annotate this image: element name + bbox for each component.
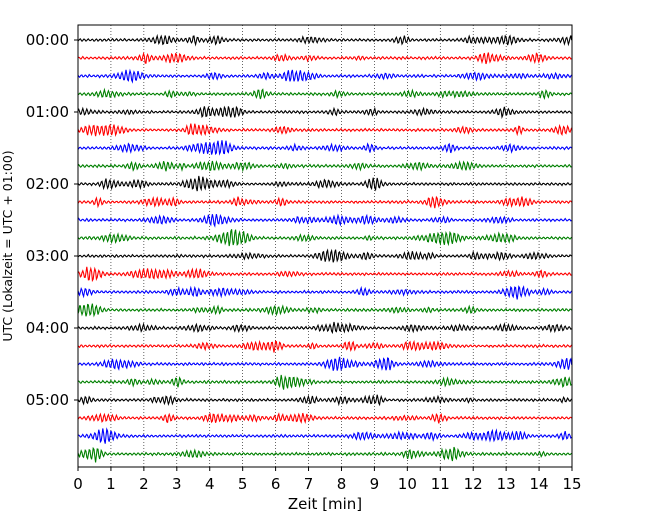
y-tick-label-03:00: 03:00 bbox=[26, 247, 69, 265]
x-axis-label: Zeit [min] bbox=[288, 495, 362, 513]
y-tick-label-05:00: 05:00 bbox=[26, 391, 69, 409]
trace-13 bbox=[77, 266, 572, 283]
trace-group bbox=[77, 33, 573, 463]
trace-23 bbox=[77, 446, 572, 463]
x-tick-label-2: 2 bbox=[139, 475, 149, 493]
trace-22 bbox=[77, 427, 572, 444]
x-axis: 0 1 2 3 4 5 6 7 8 9 10 11 12 13 14 15 bbox=[73, 467, 582, 493]
x-tick-label-7: 7 bbox=[304, 475, 314, 493]
trace-7 bbox=[77, 160, 572, 173]
trace-9 bbox=[77, 195, 573, 209]
x-tick-label-11: 11 bbox=[431, 475, 450, 493]
trace-3 bbox=[77, 87, 573, 101]
x-tick-label-4: 4 bbox=[205, 475, 215, 493]
y-axis: 00:00 01:00 02:00 03:00 04:00 05:00 bbox=[26, 31, 78, 409]
trace-6 bbox=[77, 140, 573, 156]
x-tick-label-8: 8 bbox=[337, 475, 347, 493]
y-axis-label: UTC (Lokalzeit = UTC + 01:00) bbox=[0, 150, 15, 341]
trace-12 bbox=[77, 248, 572, 263]
trace-19 bbox=[77, 374, 572, 390]
trace-5 bbox=[77, 123, 573, 137]
trace-10 bbox=[77, 213, 572, 228]
x-tick-label-13: 13 bbox=[497, 475, 516, 493]
trace-16 bbox=[77, 321, 572, 335]
x-tick-label-6: 6 bbox=[271, 475, 281, 493]
trace-0 bbox=[77, 33, 573, 47]
trace-2 bbox=[77, 68, 573, 84]
trace-4 bbox=[77, 105, 572, 120]
x-tick-label-10: 10 bbox=[398, 475, 417, 493]
x-tick-label-3: 3 bbox=[172, 475, 182, 493]
x-tick-label-15: 15 bbox=[562, 475, 581, 493]
trace-15 bbox=[77, 303, 572, 318]
trace-21 bbox=[77, 412, 573, 425]
trace-11 bbox=[77, 229, 572, 247]
y-tick-label-02:00: 02:00 bbox=[26, 175, 69, 193]
x-tick-label-14: 14 bbox=[530, 475, 549, 493]
trace-20 bbox=[77, 394, 573, 407]
x-tick-label-0: 0 bbox=[73, 475, 83, 493]
y-tick-label-00:00: 00:00 bbox=[26, 31, 69, 49]
y-tick-label-01:00: 01:00 bbox=[26, 103, 69, 121]
x-tick-label-5: 5 bbox=[238, 475, 248, 493]
plot-frame bbox=[77, 24, 573, 468]
trace-18 bbox=[77, 356, 573, 372]
trace-8 bbox=[77, 175, 572, 192]
y-tick-label-04:00: 04:00 bbox=[26, 319, 69, 337]
trace-14 bbox=[77, 285, 573, 300]
trace-1 bbox=[77, 51, 572, 65]
x-tick-label-12: 12 bbox=[464, 475, 483, 493]
x-tick-label-1: 1 bbox=[106, 475, 116, 493]
trace-17 bbox=[77, 339, 573, 353]
x-tick-label-9: 9 bbox=[370, 475, 380, 493]
